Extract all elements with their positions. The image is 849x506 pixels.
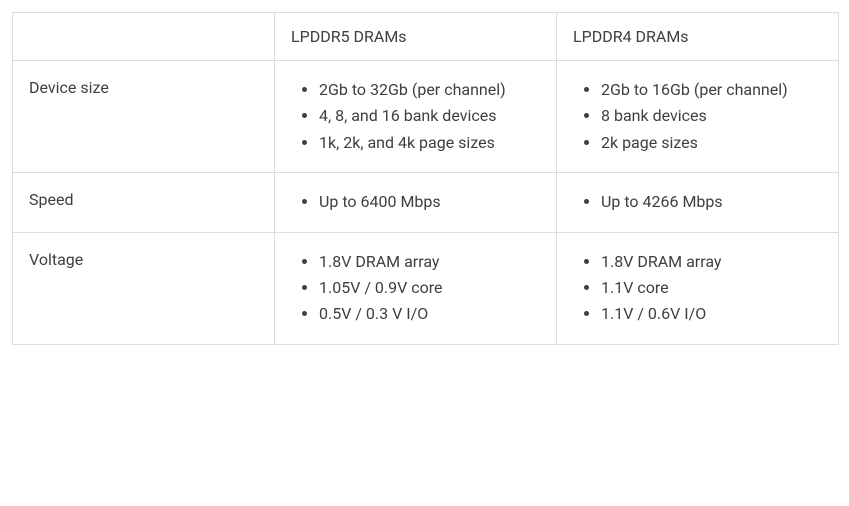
list-item: 1.8V DRAM array [601,249,822,275]
column-header-lpddr5: LPDDR5 DRAMs [275,13,557,61]
column-header-lpddr4: LPDDR4 DRAMs [557,13,839,61]
bullet-list: 2Gb to 16Gb (per channel) 8 bank devices… [573,77,822,156]
row-label-speed: Speed [13,173,275,232]
cell-lpddr5-voltage: 1.8V DRAM array 1.05V / 0.9V core 0.5V /… [275,232,557,344]
bullet-list: Up to 6400 Mbps [291,189,540,215]
bullet-list: 1.8V DRAM array 1.1V core 1.1V / 0.6V I/… [573,249,822,328]
cell-lpddr4-device-size: 2Gb to 16Gb (per channel) 8 bank devices… [557,61,839,173]
list-item: 1.1V / 0.6V I/O [601,301,822,327]
list-item: 2Gb to 16Gb (per channel) [601,77,822,103]
row-label-voltage: Voltage [13,232,275,344]
cell-lpddr4-speed: Up to 4266 Mbps [557,173,839,232]
list-item: 1k, 2k, and 4k page sizes [319,130,540,156]
list-item: 1.1V core [601,275,822,301]
column-header-empty [13,13,275,61]
row-label-device-size: Device size [13,61,275,173]
cell-lpddr5-speed: Up to 6400 Mbps [275,173,557,232]
list-item: 1.05V / 0.9V core [319,275,540,301]
list-item: Up to 6400 Mbps [319,189,540,215]
list-item: 2Gb to 32Gb (per channel) [319,77,540,103]
table-row: Voltage 1.8V DRAM array 1.05V / 0.9V cor… [13,232,839,344]
cell-lpddr4-voltage: 1.8V DRAM array 1.1V core 1.1V / 0.6V I/… [557,232,839,344]
list-item: 2k page sizes [601,130,822,156]
bullet-list: 1.8V DRAM array 1.05V / 0.9V core 0.5V /… [291,249,540,328]
bullet-list: 2Gb to 32Gb (per channel) 4, 8, and 16 b… [291,77,540,156]
bullet-list: Up to 4266 Mbps [573,189,822,215]
table-header-row: LPDDR5 DRAMs LPDDR4 DRAMs [13,13,839,61]
dram-comparison-table: LPDDR5 DRAMs LPDDR4 DRAMs Device size 2G… [12,12,839,345]
table-row: Speed Up to 6400 Mbps Up to 4266 Mbps [13,173,839,232]
list-item: 4, 8, and 16 bank devices [319,103,540,129]
list-item: Up to 4266 Mbps [601,189,822,215]
list-item: 1.8V DRAM array [319,249,540,275]
list-item: 8 bank devices [601,103,822,129]
table-row: Device size 2Gb to 32Gb (per channel) 4,… [13,61,839,173]
cell-lpddr5-device-size: 2Gb to 32Gb (per channel) 4, 8, and 16 b… [275,61,557,173]
list-item: 0.5V / 0.3 V I/O [319,301,540,327]
